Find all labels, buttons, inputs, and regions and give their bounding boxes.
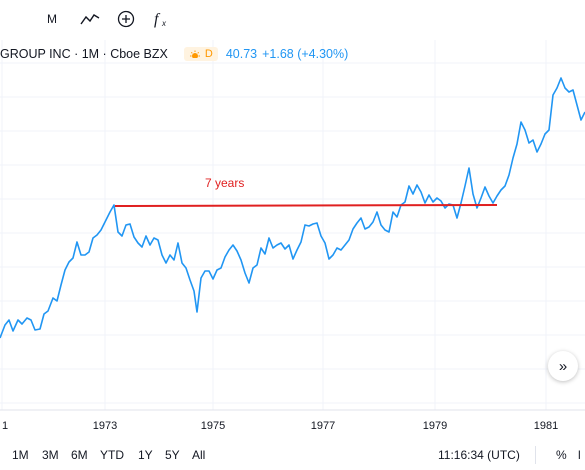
measure-line [114, 204, 498, 207]
range-all[interactable]: All [192, 448, 206, 462]
range-5y[interactable]: 5Y [165, 448, 180, 462]
log-toggle[interactable]: l [578, 448, 581, 462]
scroll-to-realtime-button[interactable]: » [548, 351, 578, 381]
bottom-toolbar: 1M 3M 6M YTD 1Y 5Y All 11:16:34 (UTC) % … [0, 440, 585, 470]
range-ytd[interactable]: YTD [100, 448, 124, 462]
chart-grid [0, 40, 585, 410]
range-6m[interactable]: 6M [71, 448, 88, 462]
range-1y[interactable]: 1Y [138, 448, 153, 462]
price-line [0, 77, 585, 339]
symbol-legend: GROUP INC · 1M · Cboe BZX D 40.73 +1.68 (… [0, 45, 348, 63]
clock[interactable]: 11:16:34 (UTC) [438, 448, 520, 462]
price-change: +1.68 (+4.30%) [262, 47, 349, 61]
x-tick-label: 1973 [93, 420, 117, 432]
chart-style-icon[interactable] [78, 8, 102, 30]
divider [535, 446, 536, 464]
sun-icon [189, 50, 200, 58]
price-chart[interactable]: 1 1973 1975 1977 1979 1981 7 years [0, 38, 585, 440]
x-axis: 1 1973 1975 1977 1979 1981 [0, 409, 585, 432]
x-tick-label: 1975 [201, 420, 225, 432]
range-1m[interactable]: 1M [12, 448, 29, 462]
x-tick-label: 1979 [423, 420, 447, 432]
quote: 40.73 +1.68 (+4.30%) [226, 47, 348, 61]
badge-letter: D [204, 48, 213, 60]
interval-button[interactable]: M [47, 12, 57, 26]
symbol-title[interactable]: GROUP INC · 1M · Cboe BZX [0, 47, 168, 61]
svg-text:f: f [154, 11, 161, 28]
percent-toggle[interactable]: % [556, 448, 567, 462]
range-3m[interactable]: 3M [42, 448, 59, 462]
measure-label: 7 years [205, 176, 244, 190]
add-compare-icon[interactable] [114, 8, 138, 30]
x-tick-label: 1977 [311, 420, 335, 432]
svg-text:x: x [161, 19, 167, 28]
market-status-badge: D [183, 47, 218, 61]
last-price: 40.73 [225, 47, 258, 61]
x-tick-label: 1981 [534, 420, 558, 432]
x-tick-label: 1 [2, 420, 8, 432]
